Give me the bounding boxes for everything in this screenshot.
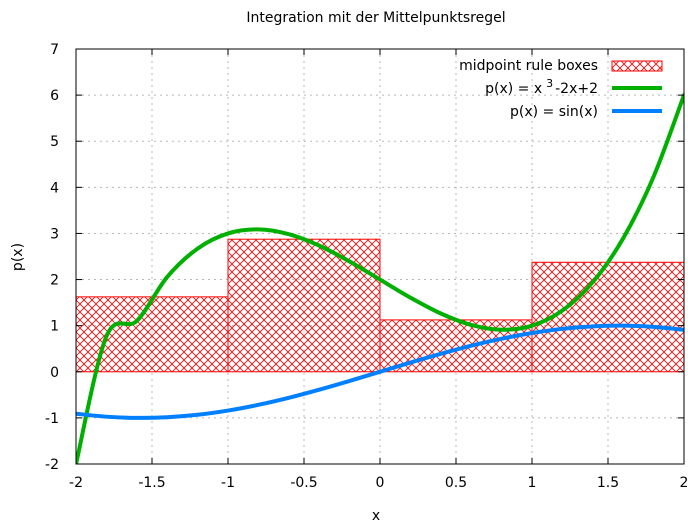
- polynomial-curve: [76, 93, 684, 464]
- y-tick-label: 1: [50, 319, 59, 335]
- series-lines: [76, 93, 684, 464]
- y-axis-label: p(x): [10, 243, 26, 271]
- x-tick-label: 0: [376, 475, 385, 491]
- y-tick-label: 6: [50, 88, 59, 104]
- y-tick-label: 0: [50, 365, 59, 381]
- y-tick-label: -2: [45, 457, 59, 473]
- chart-title: Integration mit der Mittelpunktsregel: [246, 10, 505, 26]
- y-tick-label: 4: [50, 180, 59, 196]
- x-tick-label: 1.5: [597, 475, 619, 491]
- legend-label-polynomial-exponent: 3: [546, 77, 553, 90]
- x-tick-label: 0.5: [445, 475, 467, 491]
- x-tick-label: -1.5: [138, 475, 165, 491]
- y-tick-label: -1: [45, 411, 59, 427]
- midpoint-boxes: [76, 238, 684, 373]
- y-tick-label: 3: [50, 226, 59, 242]
- sine-curve: [76, 323, 684, 420]
- midpoint-box: [227, 238, 381, 373]
- y-tick-label: 7: [50, 42, 59, 58]
- legend-label-polynomial: p(x) = x 3 -2x+2: [485, 77, 598, 97]
- legend: midpoint rule boxes p(x) = x 3 -2x+2 p(x) …: [459, 58, 663, 120]
- legend-label-boxes: midpoint rule boxes: [459, 58, 598, 74]
- axis-ticks: -2 -1.5 -1 -0.5 0 0.5 1 1.5 2 -2 -1 0 1 2 3 4 5 6 7: [45, 42, 688, 491]
- x-tick-label: -1: [221, 475, 235, 491]
- legend-label-sine: p(x) = sin(x): [510, 104, 598, 120]
- x-tick-label: -2: [69, 475, 83, 491]
- x-tick-label: 2: [680, 475, 688, 491]
- legend-swatch-boxes: [611, 60, 663, 72]
- midpoint-box: [531, 261, 684, 373]
- legend-label-polynomial-part2: -2x+2: [555, 81, 598, 97]
- legend-label-polynomial-part1: p(x) = x: [485, 81, 542, 97]
- x-axis-label: x: [372, 508, 380, 524]
- y-tick-label: 5: [50, 134, 59, 150]
- x-tick-label: -0.5: [290, 475, 317, 491]
- y-tick-label: 2: [50, 273, 59, 289]
- x-tick-label: 1: [528, 475, 537, 491]
